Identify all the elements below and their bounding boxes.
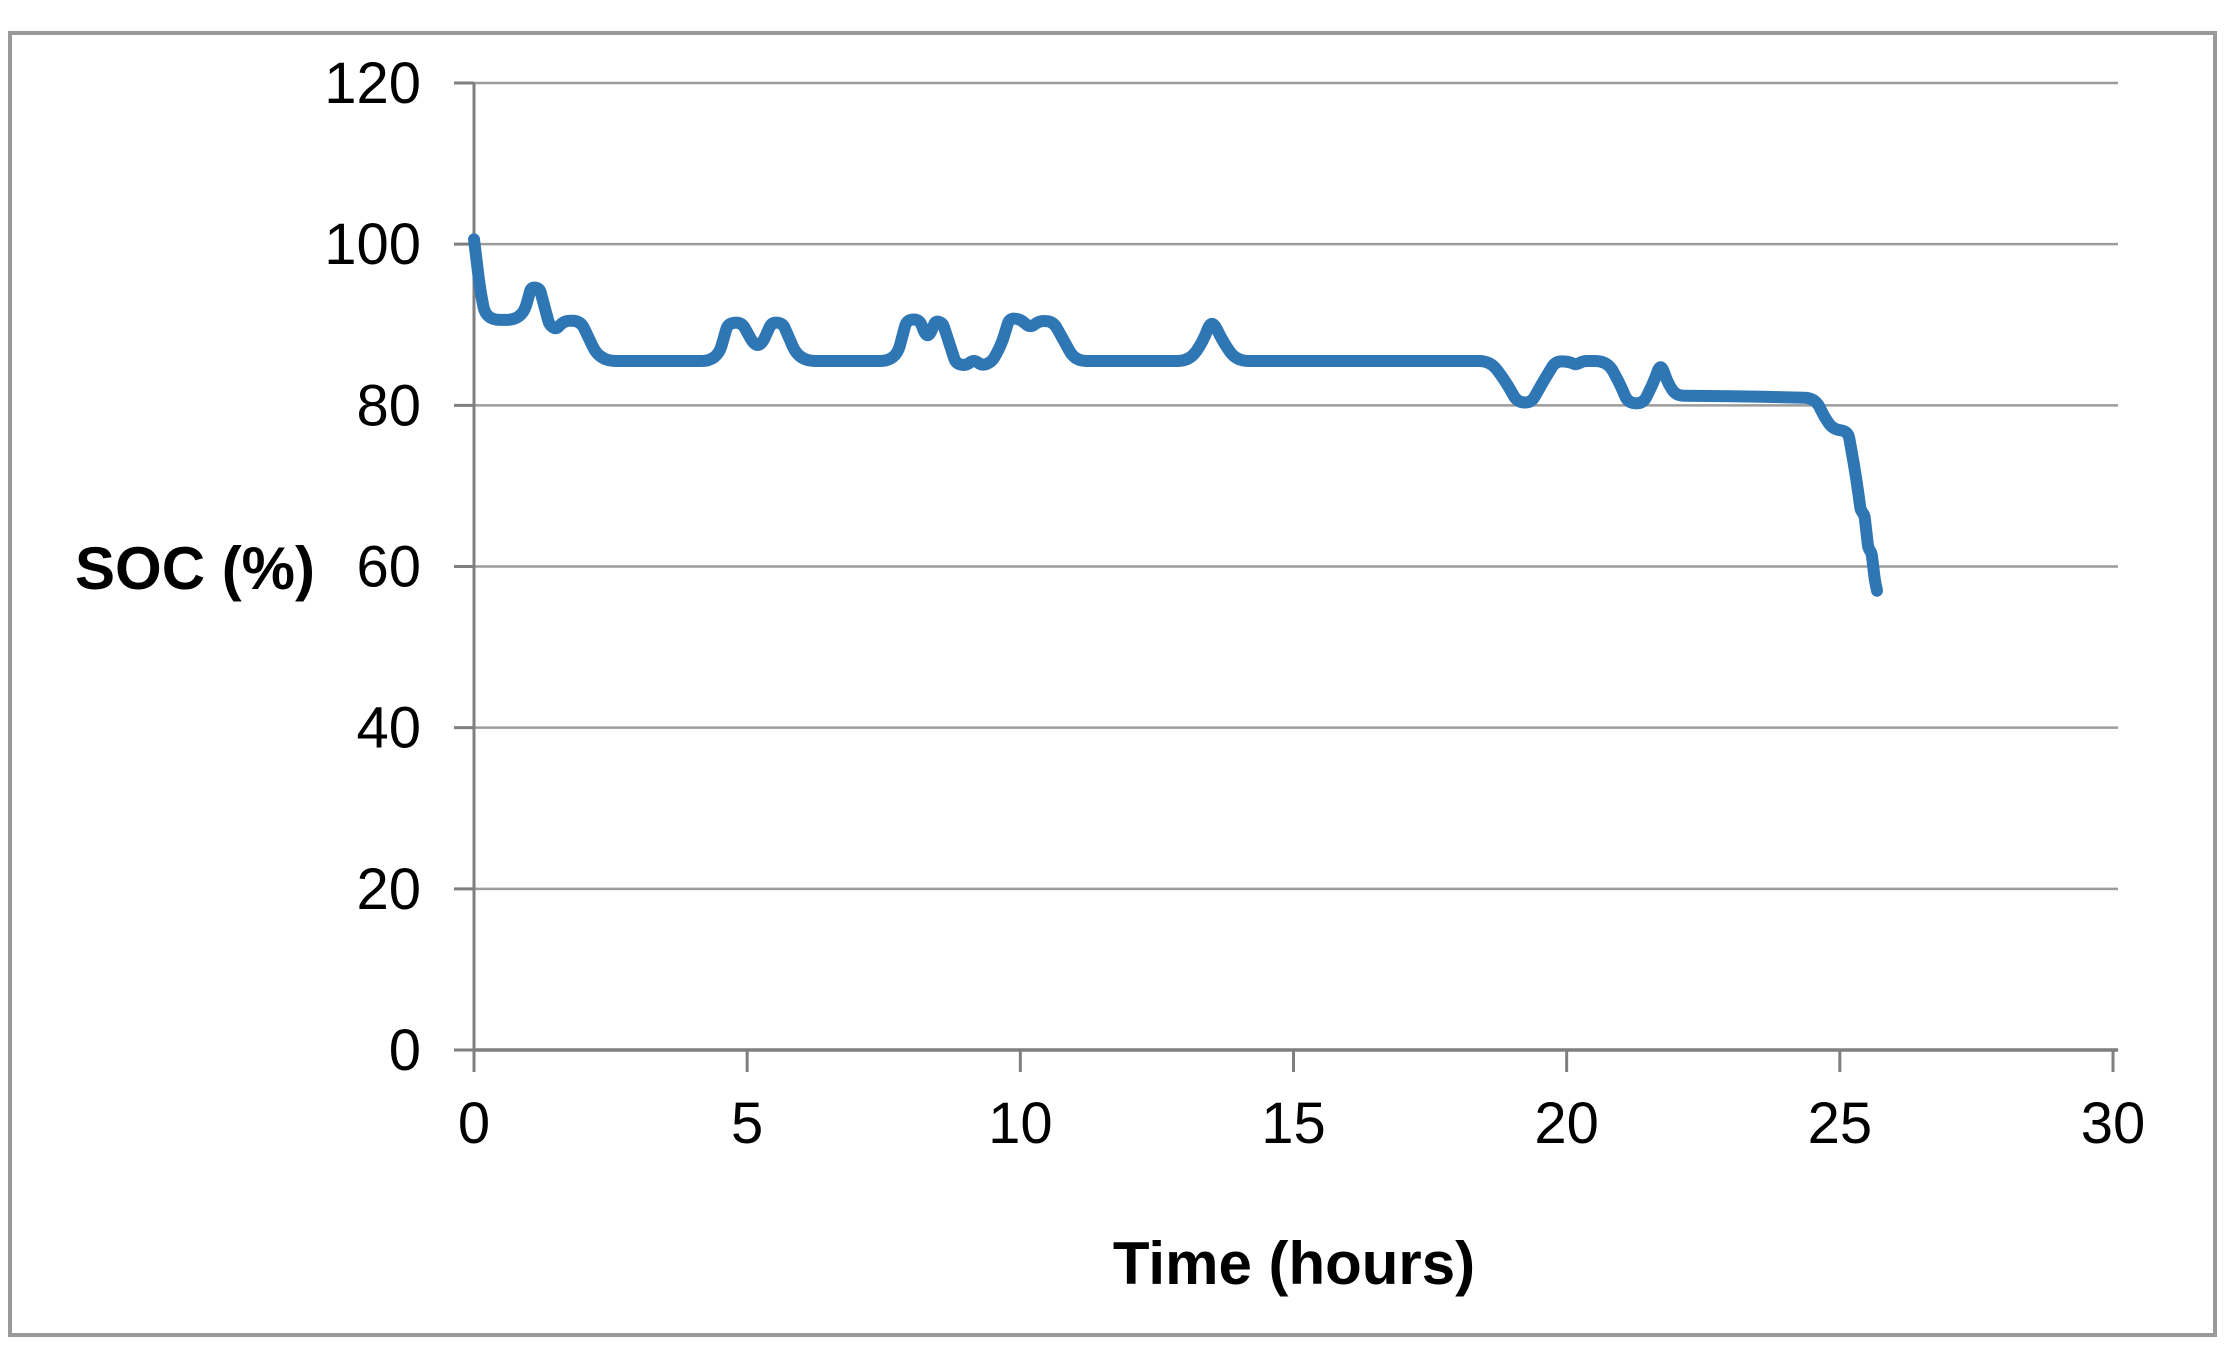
x-tick-label: 10 [988,1091,1053,1156]
x-tick-label: 0 [458,1091,490,1156]
y-tick-label: 60 [356,535,421,600]
x-tick-label: 30 [2081,1091,2146,1156]
y-tick-label: 0 [389,1018,421,1083]
y-tick-label: 20 [356,857,421,922]
y-tick-label: 80 [356,373,421,438]
x-tick-label: 20 [1534,1091,1599,1156]
y-tick-label: 100 [324,212,421,277]
x-axis-title: Time (hours) [1113,1230,1475,1297]
gridlines [474,81,2118,891]
y-axis-title: SOC (%) [75,535,315,602]
figure-border [8,31,2217,1337]
x-tick-label: 5 [731,1091,763,1156]
x-tick-label: 15 [1261,1091,1326,1156]
tick-marks [454,81,2115,1072]
tick-labels: 0 20 40 60 80 100 120 0 5 10 15 20 25 30 [324,51,2145,1156]
x-tick-label: 25 [1808,1091,1873,1156]
soc-series-line [468,233,1883,597]
y-tick-label: 40 [356,696,421,761]
y-tick-label: 120 [324,51,421,116]
